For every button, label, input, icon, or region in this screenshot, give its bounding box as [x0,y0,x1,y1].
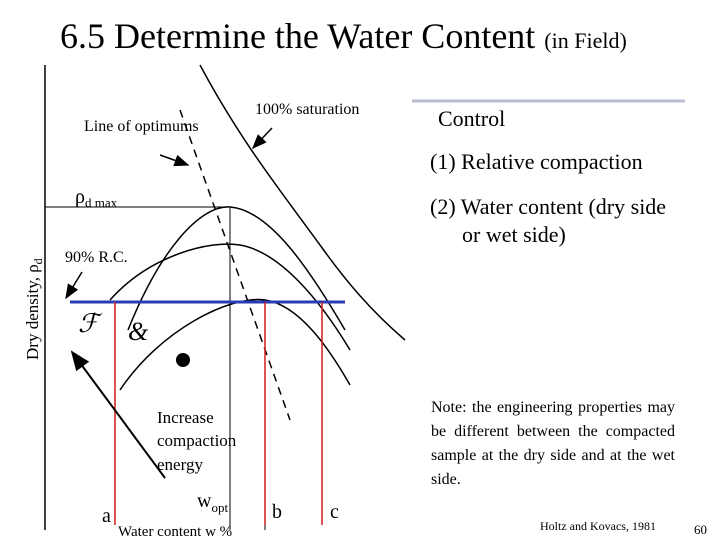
source: Holtz and Kovacs, 1981 [540,519,656,533]
point-label: b [272,501,282,523]
page-number: 60 [694,522,707,537]
control-item: (2) Water content (dry side [430,194,666,219]
sample-point [176,353,190,367]
x-axis-label: Water content w % [118,524,232,540]
label-arrow [65,271,83,300]
label: energy [157,455,203,474]
energy-arrow [70,350,166,479]
label: ρd max [75,186,118,210]
label: compaction [157,431,237,450]
label-arrow [159,154,190,167]
label: Line of optimums [84,118,199,135]
label: wopt [197,490,228,515]
point-label: a [102,505,111,527]
control-heading: Control [438,106,505,131]
label: Increase [157,408,214,427]
title: 6.5 Determine the Water Content (in Fiel… [60,16,627,56]
compaction-curve [109,243,351,351]
compaction-curve [119,298,351,391]
saturation-curve [199,64,406,341]
compaction-curve [127,206,346,331]
control-item: (1) Relative compaction [430,149,643,174]
label-arrow [251,127,273,150]
label: 100% saturation [255,101,359,118]
label: 90% R.C. [65,249,128,266]
control-item: or wet side) [462,222,566,247]
optimum-line [179,109,291,421]
symbol: & [128,317,149,346]
note: Note: the engineering properties may be … [431,399,675,488]
y-axis-label: Dry density, ρd [23,258,45,360]
symbol: ℱ [78,309,103,338]
point-label: c [330,501,339,523]
